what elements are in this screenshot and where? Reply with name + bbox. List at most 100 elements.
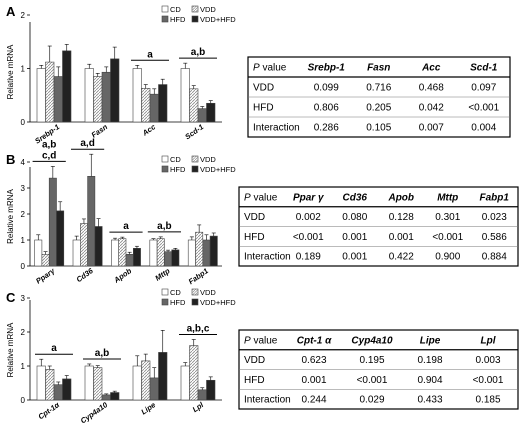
- y-tick-label: 0: [21, 396, 26, 405]
- table-cell: 0.185: [475, 395, 500, 406]
- legend-swatch: [191, 298, 199, 306]
- table-header-pvalue: P value: [253, 63, 287, 74]
- bar: [132, 68, 142, 123]
- bar: [125, 254, 134, 267]
- legend-swatch: [191, 165, 199, 173]
- legend-label: CD: [170, 288, 181, 297]
- table-header-pvalue: P value: [244, 192, 278, 203]
- legend-swatch: [161, 165, 169, 173]
- category-label: Lpl: [191, 400, 206, 414]
- y-tick-label: 4: [21, 158, 26, 167]
- significance-label: a,b: [42, 139, 56, 150]
- panel-letter: C: [6, 290, 16, 305]
- bar: [189, 345, 199, 401]
- table-cell: 0.586: [482, 232, 507, 243]
- bar: [101, 71, 111, 123]
- table-cell: 0.623: [301, 355, 326, 366]
- bar: [180, 68, 190, 123]
- legend-swatch: [161, 15, 169, 23]
- legend-label: CD: [170, 5, 181, 14]
- bar: [164, 251, 172, 267]
- bar: [45, 369, 55, 401]
- table-column-header: Cpt-1 α: [297, 335, 332, 346]
- legend-swatch: [191, 288, 199, 296]
- bar: [156, 238, 165, 267]
- bar: [197, 389, 207, 401]
- table-cell: 0.001: [389, 232, 414, 243]
- bar: [197, 108, 207, 123]
- bar: [62, 378, 72, 401]
- legend-label: HFD: [170, 298, 186, 307]
- y-axis-label: Relative mRNA: [6, 322, 15, 377]
- bar: [84, 365, 94, 401]
- legend-label: VDD+HFD: [200, 298, 236, 307]
- table-cell: 0.002: [296, 212, 321, 223]
- panel-a: A 0 1 2 Relative mRNA Srebp-1 Fasn Acc a Scd-1 a,b…: [6, 4, 511, 146]
- bar: [101, 394, 111, 401]
- category-label: Apob: [111, 266, 133, 285]
- table-cell: 0.001: [342, 252, 367, 263]
- table-row-label: Interaction: [253, 123, 300, 134]
- table-cell: 0.205: [366, 103, 391, 114]
- table-cell: 0.128: [389, 212, 414, 223]
- table-cell: 0.286: [314, 123, 339, 134]
- bar: [94, 226, 103, 267]
- table-cell: 0.433: [417, 395, 442, 406]
- table-cell: 0.029: [359, 395, 384, 406]
- table-row-label: VDD: [244, 212, 265, 223]
- category-label: Fasn: [90, 122, 110, 140]
- bar: [187, 239, 196, 267]
- table-cell: 0.422: [389, 252, 414, 263]
- bar: [209, 235, 218, 267]
- bar: [158, 84, 168, 123]
- bar: [41, 254, 50, 267]
- table-cell: 0.097: [471, 83, 496, 94]
- bar: [56, 210, 65, 267]
- table-cell: 0.099: [314, 83, 339, 94]
- table-column-header: Mttp: [437, 192, 458, 203]
- bar: [206, 102, 216, 123]
- table-cell: 0.007: [419, 123, 444, 134]
- bar: [110, 58, 120, 123]
- table-row-label: HFD: [244, 375, 265, 386]
- significance-label: a: [51, 343, 57, 354]
- y-tick-label: 0: [21, 262, 26, 271]
- bar: [45, 61, 55, 123]
- legend-label: VDD+HFD: [200, 165, 236, 174]
- bar: [206, 379, 216, 401]
- category-label: Cd36: [75, 266, 96, 284]
- table-column-header: Ppar γ: [293, 192, 325, 203]
- legend-swatch: [161, 5, 169, 13]
- category-label: Scd-1: [183, 122, 205, 141]
- bar: [84, 68, 94, 123]
- table-row-label: HFD: [244, 232, 265, 243]
- legend-label: HFD: [170, 15, 186, 24]
- bar: [53, 384, 63, 401]
- legend-swatch: [191, 5, 199, 13]
- table-row-label: HFD: [253, 103, 274, 114]
- bar: [48, 177, 57, 267]
- table-column-header: Cd36: [343, 192, 368, 203]
- panel-c: C 0 1 2 3 Relative mRNA Cpt-1α a Cyp4a10 a,b Lipe L…: [6, 288, 519, 425]
- bar: [180, 365, 190, 401]
- y-tick-label: 3: [21, 184, 26, 193]
- significance-label: a: [147, 49, 153, 60]
- bar: [132, 248, 141, 267]
- panel-letter: A: [6, 4, 16, 19]
- table-row-label: VDD: [244, 355, 265, 366]
- bar: [53, 76, 63, 123]
- table-header-pvalue: P value: [244, 335, 278, 346]
- bar: [149, 239, 158, 267]
- bar: [110, 392, 120, 401]
- bar: [118, 238, 127, 267]
- category-label: Cpt-1α: [36, 400, 61, 421]
- table-column-header: Acc: [421, 63, 441, 74]
- table-row-label: Interaction: [244, 252, 291, 263]
- legend-label: VDD: [200, 155, 216, 164]
- table-row-label: Interaction: [244, 395, 291, 406]
- table-cell: 0.042: [419, 103, 444, 114]
- table-column-header: Lipe: [420, 335, 441, 346]
- bar: [80, 223, 88, 267]
